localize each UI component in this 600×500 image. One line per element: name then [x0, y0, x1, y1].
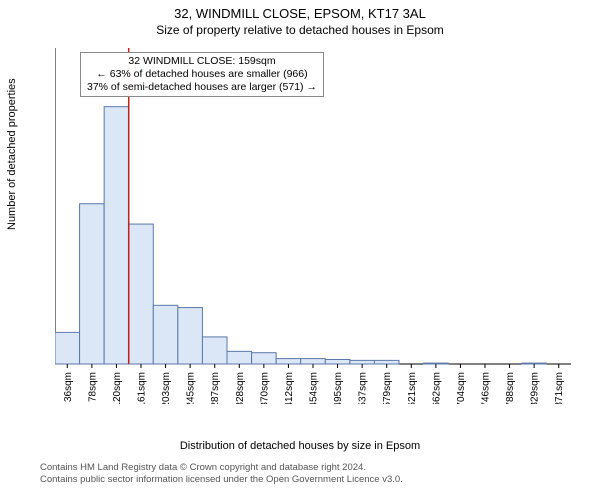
y-axis-label: Number of detached properties: [6, 78, 18, 230]
svg-text:537sqm: 537sqm: [358, 372, 369, 404]
histogram-bar: [276, 359, 301, 364]
histogram-bar: [55, 332, 80, 364]
svg-text:454sqm: 454sqm: [309, 372, 320, 404]
svg-text:36sqm: 36sqm: [63, 372, 74, 402]
histogram-bar: [129, 224, 154, 364]
svg-text:788sqm: 788sqm: [505, 372, 516, 404]
svg-text:412sqm: 412sqm: [284, 372, 295, 404]
copyright-text: Contains HM Land Registry data © Crown c…: [40, 462, 403, 486]
svg-text:579sqm: 579sqm: [382, 372, 393, 404]
svg-text:746sqm: 746sqm: [481, 372, 492, 404]
svg-text:704sqm: 704sqm: [456, 372, 467, 404]
histogram-bar: [301, 359, 326, 364]
svg-text:203sqm: 203sqm: [161, 372, 172, 404]
histogram-bar: [252, 353, 277, 364]
svg-text:370sqm: 370sqm: [259, 372, 270, 404]
chart-title-sub: Size of property relative to detached ho…: [0, 21, 600, 37]
histogram-bar: [178, 308, 203, 364]
histogram-bar: [80, 204, 105, 364]
histogram-bar: [522, 363, 547, 364]
histogram-bar: [350, 360, 375, 364]
svg-text:495sqm: 495sqm: [333, 372, 344, 404]
svg-text:120sqm: 120sqm: [112, 372, 123, 404]
histogram-bar: [104, 107, 129, 364]
annotation-box: 32 WINDMILL CLOSE: 159sqm ← 63% of detac…: [80, 52, 324, 97]
histogram-bar: [325, 359, 350, 364]
svg-text:621sqm: 621sqm: [407, 372, 418, 404]
svg-text:78sqm: 78sqm: [87, 372, 98, 402]
chart-area: 010020030040050060070036sqm78sqm120sqm16…: [55, 44, 575, 404]
histogram-svg: 010020030040050060070036sqm78sqm120sqm16…: [55, 44, 575, 404]
svg-text:287sqm: 287sqm: [210, 372, 221, 404]
svg-text:829sqm: 829sqm: [530, 372, 541, 404]
copyright-line-1: Contains HM Land Registry data © Crown c…: [40, 462, 403, 474]
histogram-bar: [153, 305, 178, 364]
x-axis-label: Distribution of detached houses by size …: [0, 440, 600, 452]
annotation-line-2: ← 63% of detached houses are smaller (96…: [87, 68, 317, 81]
histogram-bar: [227, 351, 252, 364]
svg-text:662sqm: 662sqm: [431, 372, 442, 404]
histogram-bar: [424, 363, 449, 364]
chart-title-main: 32, WINDMILL CLOSE, EPSOM, KT17 3AL: [0, 0, 600, 21]
copyright-line-2: Contains public sector information licen…: [40, 474, 403, 486]
svg-text:161sqm: 161sqm: [137, 372, 148, 404]
annotation-line-3: 37% of semi-detached houses are larger (…: [87, 81, 317, 94]
histogram-bar: [374, 360, 399, 364]
annotation-line-1: 32 WINDMILL CLOSE: 159sqm: [87, 55, 317, 68]
histogram-bar: [202, 337, 227, 364]
svg-text:871sqm: 871sqm: [554, 372, 565, 404]
svg-text:328sqm: 328sqm: [235, 372, 246, 404]
svg-text:245sqm: 245sqm: [186, 372, 197, 404]
